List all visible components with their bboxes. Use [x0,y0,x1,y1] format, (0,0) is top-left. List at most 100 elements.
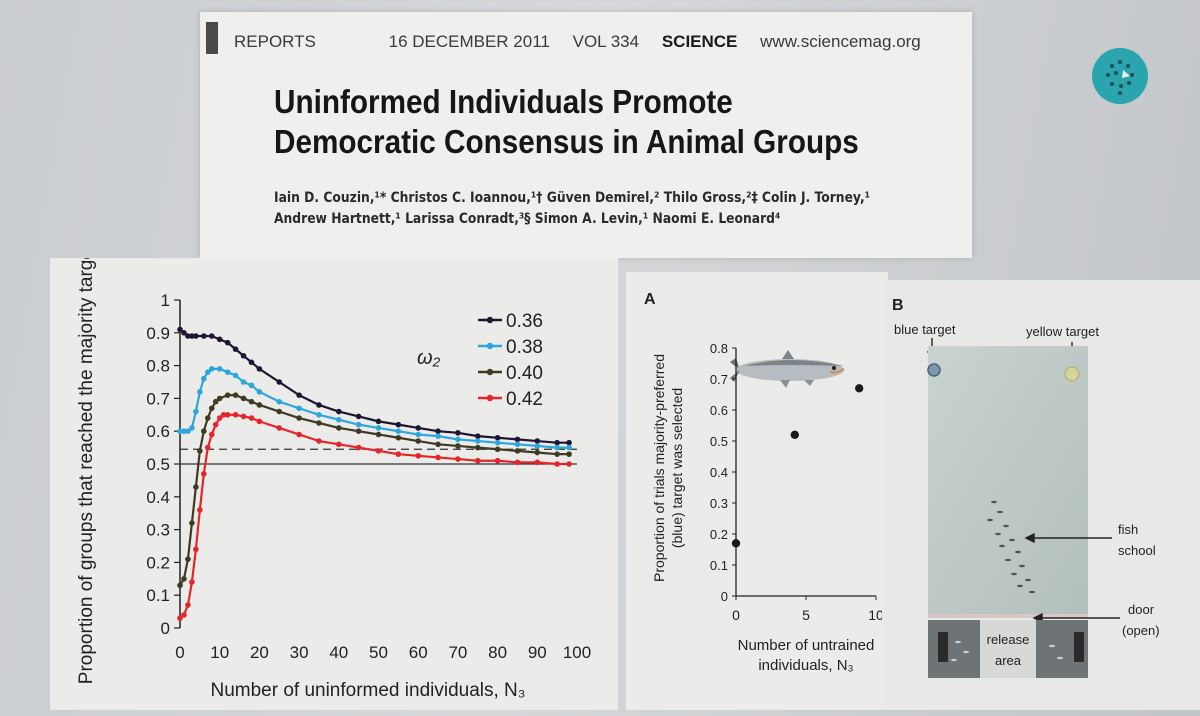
series-point-0.42 [240,413,247,420]
series-point-0.40 [514,448,521,454]
x-tick-label: 20 [250,643,269,662]
author-list: Iain D. Couzin,¹* Christos C. Ioannou,¹†… [274,188,870,230]
series-point-0.38 [316,412,322,418]
series-point-0.38 [415,431,422,438]
series-point-0.38 [494,439,501,446]
release-compartment-left [928,620,980,678]
y-tick-label: 0.4 [146,488,170,507]
door-label-line1: door [1128,602,1155,617]
journal-name: SCIENCE [661,32,738,51]
series-point-0.36 [240,352,247,359]
legend-marker-0.42 [486,394,494,402]
legend-label-0.38: 0.38 [506,337,543,358]
series-point-0.40 [336,425,342,431]
series-point-0.38 [435,433,441,439]
paper-title-line2: Democratic Consensus in Animal Groups [274,123,859,160]
legend-marker-0.36 [486,316,494,324]
series-point-0.38 [208,366,215,372]
scatter-y-tick-label: 0.8 [710,341,728,356]
series-point-0.42 [375,448,382,454]
series-point-0.38 [181,428,187,434]
scatter-x-tick-label: 5 [802,607,810,623]
author-line2: Andrew Hartnett,¹ Larissa Conradt,³§ Sim… [274,211,781,227]
series-point-0.36 [189,333,195,339]
main-x-axis-label: Number of uninformed individuals, N₃ [210,680,525,701]
series-point-0.42 [189,579,195,585]
section-label: REPORTS [234,32,316,51]
series-point-0.38 [355,421,362,428]
series-point-0.42 [415,453,422,459]
series-point-0.42 [474,457,481,464]
journal-url: www.sciencemag.org [760,32,921,51]
series-point-0.42 [185,602,191,608]
series-point-0.36 [193,333,199,339]
series-point-0.42 [554,461,560,467]
series-point-0.38 [276,398,283,405]
series-point-0.42 [232,412,239,418]
series-point-0.36 [566,439,572,446]
series-point-0.36 [181,330,187,336]
series-point-0.40 [316,420,322,426]
section-bar [206,22,218,54]
paper-header-card: REPORTS 16 DECEMBER 2011 VOL 334 SCIENCE… [200,12,972,258]
series-point-0.42 [336,441,342,448]
series-point-0.36 [224,339,231,346]
series-point-0.36 [248,359,255,366]
series-point-0.38 [177,428,183,434]
series-point-0.42 [193,546,199,553]
y-tick-label: 0.6 [146,422,170,441]
series-point-0.36 [336,408,342,415]
series-point-0.40 [208,405,215,412]
series-point-0.38 [193,408,199,415]
series-point-0.40 [296,415,302,421]
series-point-0.36 [208,333,215,339]
x-tick-label: 90 [528,643,547,662]
blue-target-marker [927,363,941,377]
door-strip [928,614,1088,618]
scatter-chart: A 0 0.1 0.2 0.3 0.4 0.5 0.6 0.7 0.8 0 5 10 Proporti… [644,291,884,674]
scatter-y-tick-label: 0.2 [710,527,728,542]
series-point-0.42 [212,421,219,428]
series-point-0.40 [455,443,461,449]
series-point-0.40 [566,451,572,457]
series-point-0.36 [185,333,191,339]
legend-label-0.40: 0.40 [506,363,543,384]
author-line1: Iain D. Couzin,¹* Christos C. Ioannou,¹†… [274,190,871,206]
series-point-0.38 [395,428,402,434]
series-point-0.42 [435,454,441,461]
issue-volume: VOL 334 [572,32,640,51]
series-point-0.36 [554,439,560,446]
series-point-0.42 [181,612,187,618]
series-point-0.36 [375,418,382,425]
series-point-0.42 [276,425,283,431]
panel-a: A 0 0.1 0.2 0.3 0.4 0.5 0.6 0.7 0.8 0 5 10 Proporti… [626,272,888,710]
door-label-line2: (open) [1122,623,1160,638]
series-point-0.40 [232,392,239,398]
issue-date: 16 DECEMBER 2011 [388,32,550,51]
x-tick-label: 0 [175,643,184,662]
scatter-x-label-line2: individuals, N₃ [758,657,853,674]
series-point-0.42 [248,415,255,421]
series-point-0.38 [566,444,572,451]
fish-school-arrow [1024,532,1112,544]
fish-school-dots [987,500,1035,594]
series-point-0.42 [204,444,211,451]
series-point-0.40 [554,451,560,457]
series-point-0.40 [212,398,219,405]
fish-icon [730,350,845,388]
scatter-y-tick-label: 0.6 [710,403,728,418]
series-point-0.40 [189,520,195,526]
series-point-0.42 [220,412,227,418]
series-point-0.40 [240,395,247,402]
y-tick-label: 1 [161,291,170,310]
legend-marker-0.40 [486,368,494,376]
paper-title-line1: Uninformed Individuals Promote [274,83,733,120]
y-tick-label: 0 [161,619,170,638]
scatter-x-tick-label: 0 [732,607,740,623]
series-point-0.40 [197,448,203,454]
scatter-y-tick-label: 0.4 [710,465,728,480]
series-point-0.38 [514,441,521,448]
y-tick-label: 0.2 [146,553,170,572]
series-point-0.36 [201,333,207,339]
series-point-0.40 [185,556,191,562]
